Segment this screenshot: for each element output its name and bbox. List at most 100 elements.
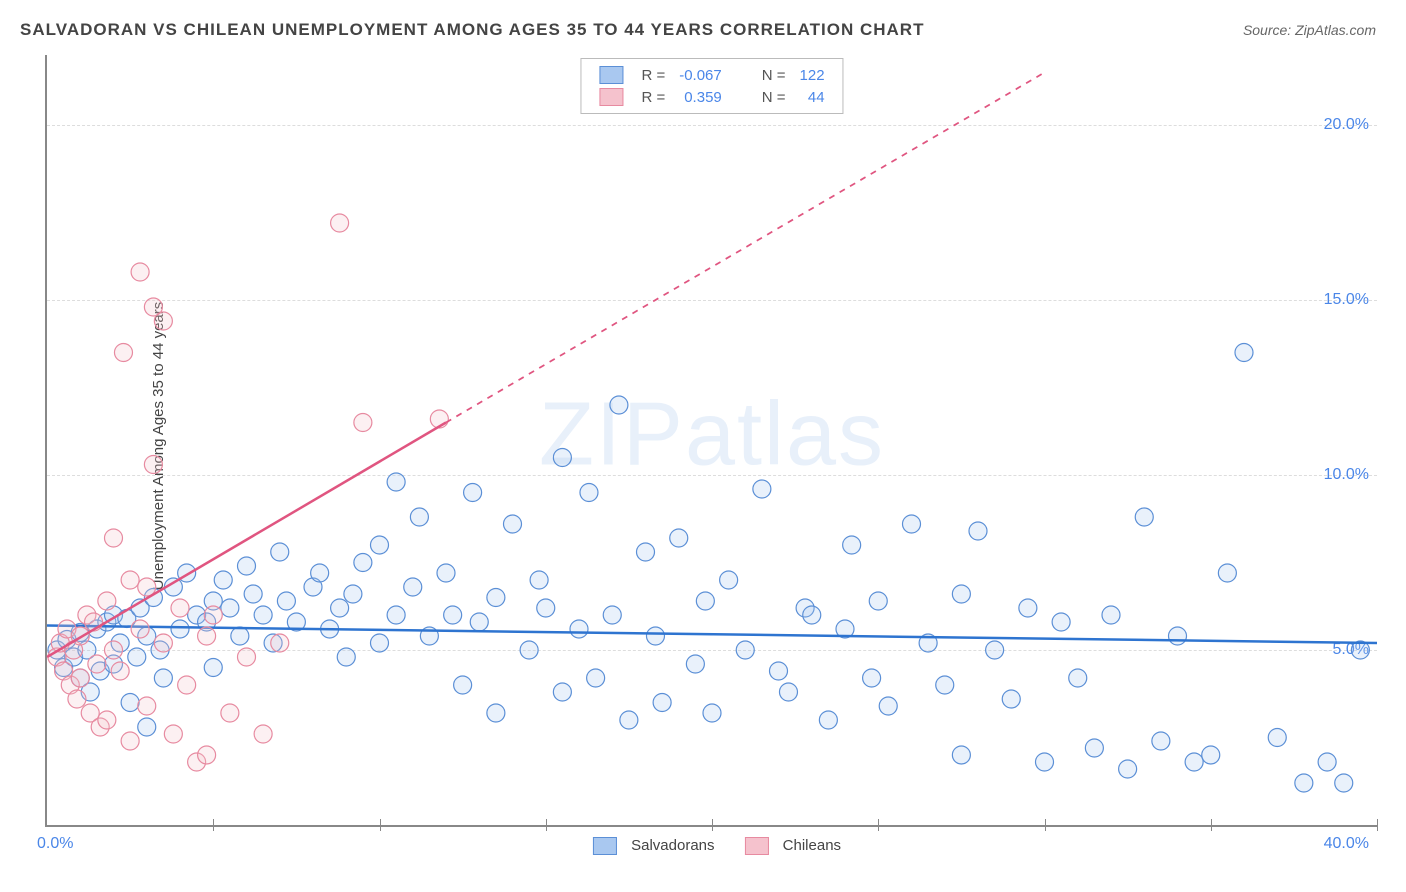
data-point — [986, 641, 1004, 659]
data-point — [131, 263, 149, 281]
data-point — [354, 414, 372, 432]
data-point — [537, 599, 555, 617]
data-point — [553, 683, 571, 701]
data-point — [198, 627, 216, 645]
data-point — [779, 683, 797, 701]
data-point — [121, 732, 139, 750]
data-point — [1268, 729, 1286, 747]
data-point — [277, 592, 295, 610]
data-point — [1135, 508, 1153, 526]
data-point — [221, 704, 239, 722]
data-point — [1085, 739, 1103, 757]
data-point — [1295, 774, 1313, 792]
data-point — [454, 676, 472, 694]
data-point — [254, 725, 272, 743]
data-point — [470, 613, 488, 631]
data-point — [670, 529, 688, 547]
data-point — [1069, 669, 1087, 687]
data-point — [686, 655, 704, 673]
data-point — [1169, 627, 1187, 645]
data-point — [620, 711, 638, 729]
data-point — [131, 620, 149, 638]
data-point — [1318, 753, 1336, 771]
legend-row: R =-0.067N =122 — [593, 65, 830, 85]
data-point — [404, 578, 422, 596]
plot-area: ZIPatlas 5.0%10.0%15.0%20.0% R =-0.067N … — [45, 55, 1377, 827]
data-point — [879, 697, 897, 715]
data-point — [610, 396, 628, 414]
data-point — [68, 690, 86, 708]
data-point — [530, 571, 548, 589]
data-point — [98, 711, 116, 729]
data-point — [387, 606, 405, 624]
data-point — [238, 648, 256, 666]
data-point — [553, 449, 571, 467]
data-point — [371, 634, 389, 652]
data-point — [111, 662, 129, 680]
chart-container: SALVADORAN VS CHILEAN UNEMPLOYMENT AMONG… — [0, 0, 1406, 892]
data-point — [504, 515, 522, 533]
data-point — [819, 711, 837, 729]
data-point — [354, 554, 372, 572]
data-point — [1218, 564, 1236, 582]
data-point — [696, 592, 714, 610]
data-point — [138, 697, 156, 715]
data-point — [1202, 746, 1220, 764]
data-point — [105, 529, 123, 547]
data-point — [969, 522, 987, 540]
data-point — [753, 480, 771, 498]
data-point — [936, 676, 954, 694]
data-point — [337, 648, 355, 666]
data-point — [98, 592, 116, 610]
data-point — [570, 620, 588, 638]
data-point — [1036, 753, 1054, 771]
data-point — [154, 634, 172, 652]
source-label: Source: ZipAtlas.com — [1243, 22, 1376, 38]
data-point — [444, 606, 462, 624]
data-point — [178, 676, 196, 694]
data-point — [869, 592, 887, 610]
scatter-svg — [47, 55, 1377, 825]
x-end-label: 40.0% — [1324, 835, 1369, 853]
data-point — [344, 585, 362, 603]
data-point — [637, 543, 655, 561]
data-point — [244, 585, 262, 603]
data-point — [204, 606, 222, 624]
correlation-legend: R =-0.067N =122R =0.359N =44 — [580, 58, 843, 114]
data-point — [254, 606, 272, 624]
data-point — [238, 557, 256, 575]
data-point — [171, 599, 189, 617]
data-point — [487, 589, 505, 607]
chart-title: SALVADORAN VS CHILEAN UNEMPLOYMENT AMONG… — [20, 20, 924, 40]
data-point — [121, 694, 139, 712]
legend-item: Chileans — [735, 837, 842, 854]
data-point — [952, 746, 970, 764]
data-point — [1019, 599, 1037, 617]
data-point — [487, 704, 505, 722]
data-point — [271, 543, 289, 561]
data-point — [1335, 774, 1353, 792]
data-point — [1002, 690, 1020, 708]
data-point — [71, 669, 89, 687]
legend-row: R =0.359N =44 — [593, 87, 830, 107]
data-point — [903, 515, 921, 533]
data-point — [331, 599, 349, 617]
data-point — [1185, 753, 1203, 771]
data-point — [520, 641, 538, 659]
data-point — [271, 634, 289, 652]
data-point — [803, 606, 821, 624]
data-point — [88, 655, 106, 673]
data-point — [204, 659, 222, 677]
data-point — [863, 669, 881, 687]
data-point — [154, 669, 172, 687]
data-point — [1235, 344, 1253, 362]
data-point — [646, 627, 664, 645]
data-point — [720, 571, 738, 589]
data-point — [703, 704, 721, 722]
trend-line-dashed — [446, 73, 1045, 423]
data-point — [121, 571, 139, 589]
data-point — [154, 312, 172, 330]
data-point — [736, 641, 754, 659]
x-origin-label: 0.0% — [37, 835, 73, 853]
data-point — [843, 536, 861, 554]
